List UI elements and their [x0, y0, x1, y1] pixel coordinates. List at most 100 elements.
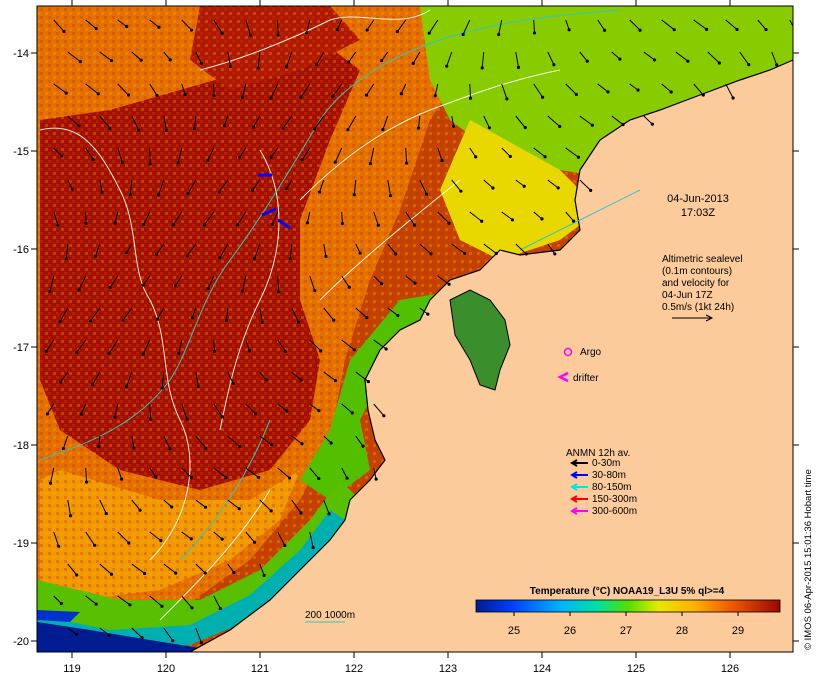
velocity-arrow-icon [149, 83, 158, 96]
velocity-arrowhead-icon [395, 29, 399, 34]
velocity-arrowhead-icon [364, 93, 369, 97]
velocity-arrowhead-icon [224, 475, 228, 479]
x-tick-label: 119 [63, 663, 81, 675]
velocity-arrowhead-icon [347, 285, 351, 289]
image-credit: © IMOS 06-Apr-2015 15:01:36 Hobart time [803, 469, 814, 650]
velocity-arrowhead-icon [508, 154, 512, 159]
velocity-arrowhead-icon [327, 512, 331, 516]
velocity-arrowhead-icon [62, 29, 66, 34]
velocity-arrow-icon [67, 563, 78, 576]
velocity-arrowhead-icon [168, 58, 172, 62]
velocity-arrow-icon [437, 147, 443, 161]
velocity-arrow-icon [46, 403, 55, 415]
velocity-arrowhead-icon [247, 349, 252, 353]
velocity-arrowhead-icon [100, 190, 104, 194]
velocity-arrowhead-icon [366, 379, 370, 384]
velocity-arrow-icon [643, 51, 655, 61]
velocity-arrowhead-icon [270, 443, 274, 447]
velocity-arrowhead-icon [532, 31, 537, 35]
velocity-arrowhead-icon [399, 92, 403, 96]
velocity-arrowhead-icon [510, 218, 515, 222]
velocity-arrowhead-icon [424, 192, 429, 196]
velocity-arrow-icon [65, 243, 69, 259]
velocity-arrow-icon [565, 147, 579, 158]
velocity-arrowhead-icon [747, 63, 751, 67]
velocity-arrowhead-icon [516, 65, 521, 70]
anmn-arrowhead-icon [570, 507, 578, 515]
velocity-arrow-icon [142, 275, 151, 286]
velocity-arrowhead-icon [480, 219, 484, 223]
velocity-arrowhead-icon [155, 317, 159, 321]
velocity-arrow-icon [469, 147, 477, 158]
velocity-arrow-icon [771, 51, 778, 66]
velocity-arrowhead-icon [346, 128, 350, 132]
map-plot-area [37, 6, 793, 652]
velocity-arrow-icon [341, 211, 343, 224]
velocity-arrow-icon [565, 83, 577, 95]
velocity-arrow-icon [158, 179, 165, 196]
velocity-arrow-icon [309, 275, 316, 291]
velocity-arrowhead-icon [523, 126, 527, 130]
velocity-arrow-icon [114, 211, 119, 224]
velocity-arrowhead-icon [461, 32, 465, 37]
velocity-arrow-icon [53, 531, 60, 547]
velocity-arrow-icon [99, 179, 103, 193]
velocity-arrow-icon [462, 19, 471, 35]
velocity-arrowhead-icon [440, 158, 444, 163]
velocity-arrowhead-icon [365, 316, 369, 320]
velocity-arrow-icon [483, 243, 497, 254]
velocity-arrow-icon [369, 147, 375, 164]
velocity-arrowhead-icon [237, 507, 241, 511]
cool-water-south [37, 480, 360, 652]
velocity-arrowhead-icon [127, 541, 131, 545]
velocity-arrow-icon [319, 179, 325, 193]
colorbar-title: Temperature (°C) NOAA19_L3U 5% ql>=4 [530, 586, 725, 597]
velocity-arrow-icon [387, 179, 392, 196]
velocity-arrowhead-icon [156, 193, 161, 197]
velocity-arrow-icon [348, 51, 357, 63]
velocity-arrowhead-icon [119, 477, 124, 481]
velocity-arrows [44, 19, 793, 645]
velocity-arrow-icon [366, 83, 375, 96]
velocity-arrow-icon [366, 19, 375, 31]
velocity-arrowhead-icon [193, 126, 197, 131]
velocity-arrowhead-icon [775, 63, 779, 67]
argo-icon [563, 347, 573, 357]
velocity-arrowhead-icon [238, 155, 242, 159]
velocity-arrowhead-icon [735, 27, 739, 32]
velocity-arrow-icon [163, 499, 173, 508]
cool-water-coast [300, 290, 470, 500]
velocity-arrow-icon [53, 595, 62, 604]
altimetry-line: 04-Jun 17Z [662, 290, 713, 301]
velocity-arrow-icon [469, 83, 472, 99]
velocity-arrowhead-icon [91, 158, 95, 162]
velocity-arrow-icon [117, 19, 127, 27]
velocity-arrow-icon [259, 563, 265, 576]
velocity-arrow-icon [547, 179, 559, 189]
velocity-arrow-icon [114, 403, 119, 418]
velocity-arrow-icon [218, 179, 229, 193]
velocity-arrow-icon [149, 467, 157, 478]
velocity-arrow-icon [789, 19, 793, 28]
velocity-arrowhead-icon [154, 252, 159, 256]
velocity-arrowhead-icon [262, 573, 266, 577]
velocity-arrow-icon [515, 243, 527, 255]
velocity-arrow-icon [437, 275, 450, 285]
velocity-arrow-icon [533, 147, 546, 158]
coldest-water-south [37, 622, 220, 652]
velocity-arrowhead-icon [701, 93, 705, 97]
velocity-arrow-icon [707, 51, 720, 64]
velocity-arrowhead-icon [61, 446, 65, 450]
velocity-arrowhead-icon [445, 64, 449, 68]
anmn-arrowhead-icon [570, 471, 578, 479]
velocity-arrow-icon [67, 51, 81, 63]
velocity-arrowhead-icon [206, 286, 210, 291]
velocity-arrowhead-icon [159, 539, 163, 543]
velocity-arrow-icon [143, 211, 151, 225]
velocity-arrowhead-icon [585, 59, 589, 63]
velocity-arrow-icon [85, 19, 97, 29]
altimetry-line: 0.5m/s (1kt 24h) [662, 302, 734, 313]
map-date: 04-Jun-2013 [667, 193, 729, 205]
velocity-arrow-icon [301, 147, 311, 161]
